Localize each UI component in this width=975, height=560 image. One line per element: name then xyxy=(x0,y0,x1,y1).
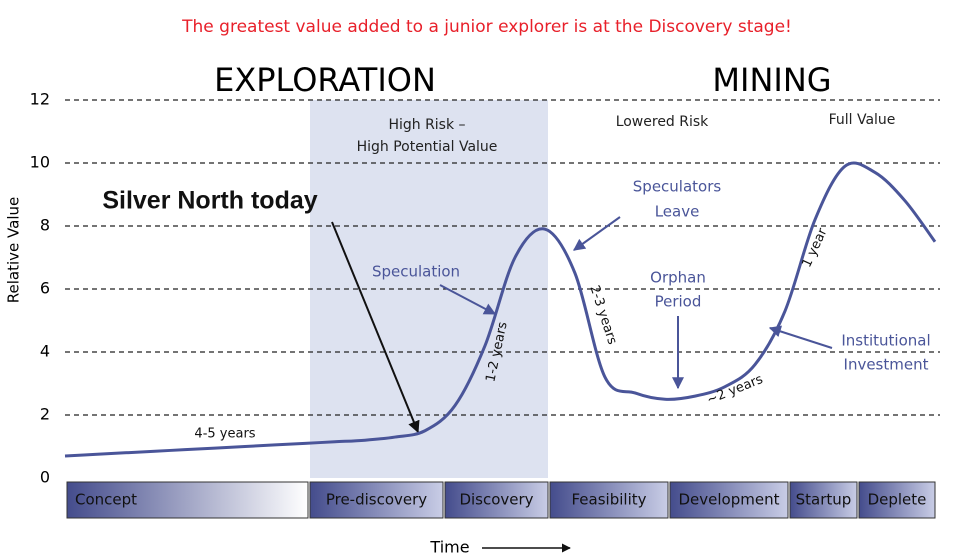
section-label: EXPLORATION xyxy=(214,61,436,99)
y-tick-label: 4 xyxy=(40,342,50,361)
phase-label: Deplete xyxy=(868,491,927,509)
y-tick-label: 6 xyxy=(40,279,50,298)
phase-box xyxy=(789,481,858,519)
phase-box xyxy=(66,481,309,519)
annotation: Investment xyxy=(844,356,929,374)
x-axis-label: Time xyxy=(429,538,469,557)
arrow xyxy=(768,325,833,349)
chart-title: The greatest value added to a junior exp… xyxy=(181,17,792,37)
phase-label: Pre-discovery xyxy=(326,491,427,509)
phase-label: Development xyxy=(679,491,780,509)
phase-box xyxy=(669,481,789,519)
y-tick-label: 2 xyxy=(40,405,50,424)
y-tick-label: 12 xyxy=(30,90,50,109)
arrow xyxy=(331,221,420,434)
y-tick-label: 10 xyxy=(30,153,50,172)
phase-box xyxy=(858,481,936,519)
annotation: High Risk – xyxy=(388,117,465,133)
annotation: Institutional xyxy=(841,332,930,350)
annotation: Leave xyxy=(655,203,700,221)
phase-label: Discovery xyxy=(459,491,533,509)
phase-label: Concept xyxy=(75,491,137,509)
annotation: Speculation xyxy=(372,263,460,281)
phase-label: Feasibility xyxy=(572,491,647,509)
y-tick-label: 0 xyxy=(40,468,50,487)
annotation: High Potential Value xyxy=(357,139,498,155)
annotation: Orphan xyxy=(650,269,706,287)
annotation: ~2 years xyxy=(705,372,766,408)
arrow xyxy=(573,216,621,251)
section-label: MINING xyxy=(712,61,831,99)
arrow xyxy=(439,284,497,315)
annotation: Period xyxy=(655,293,702,311)
phase-box xyxy=(444,481,549,519)
phase-box xyxy=(549,481,669,519)
annotation: Lowered Risk xyxy=(616,114,709,130)
phase-box xyxy=(309,481,444,519)
value-curve xyxy=(64,161,937,458)
y-axis-label: Relative Value xyxy=(5,197,23,303)
annotation: Speculators xyxy=(633,178,722,196)
annotation: 4-5 years xyxy=(194,427,255,442)
phase-label: Startup xyxy=(796,491,852,509)
y-tick-label: 8 xyxy=(40,216,50,235)
annotation: Full Value xyxy=(829,112,896,128)
annotation: Silver North today xyxy=(102,187,317,215)
